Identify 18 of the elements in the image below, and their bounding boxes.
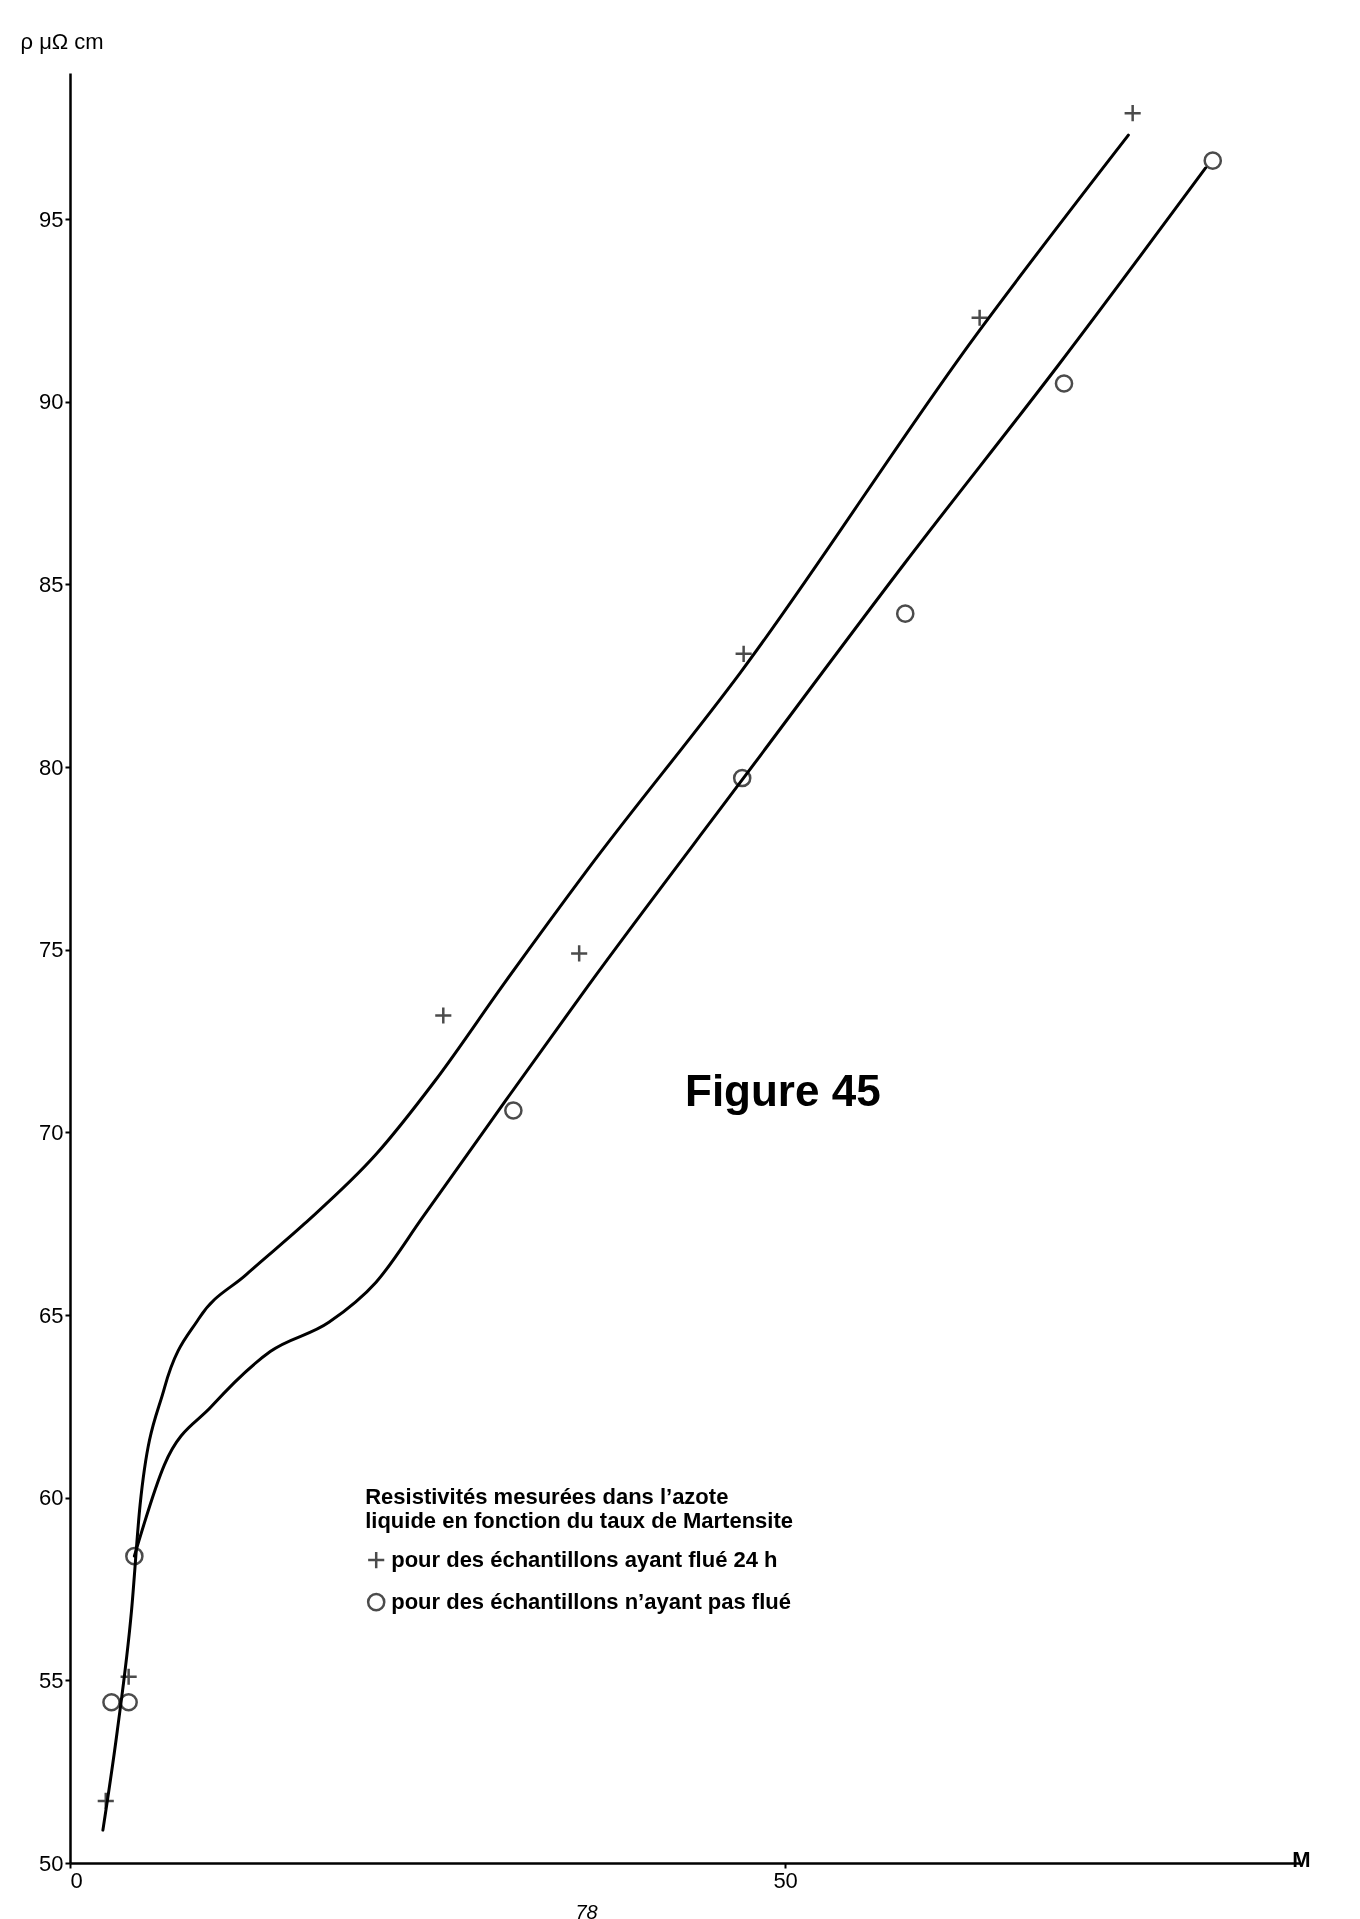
y-tick-label: 75	[39, 937, 64, 963]
x-tick-label: 0	[70, 1867, 83, 1893]
text: 78	[575, 1901, 598, 1919]
y-tick-label: 65	[39, 1302, 64, 1328]
y-tick-label: 60	[39, 1485, 64, 1511]
y-tick-label: 50	[39, 1850, 64, 1876]
y-tick-label: 80	[39, 754, 64, 780]
legend-label: pour des échantillons n’ayant pas flué	[391, 1589, 791, 1615]
y-tick-label: 90	[39, 389, 64, 415]
legend-title: Resistivités mesurées dans l’azote liquide en fonction du taux de Martensite	[365, 1484, 794, 1534]
y-tick-label: 85	[39, 571, 64, 597]
y-tick-label: 95	[39, 206, 64, 232]
text: Figure 45	[685, 1066, 881, 1116]
x-axis-title: M	[1292, 1846, 1311, 1872]
y-tick-label: 70	[39, 1119, 64, 1145]
legend-label: pour des échantillons ayant flué 24 h	[391, 1547, 778, 1573]
y-axis-title: ρ μΩ cm	[20, 28, 104, 54]
y-tick-label: 55	[39, 1667, 64, 1693]
